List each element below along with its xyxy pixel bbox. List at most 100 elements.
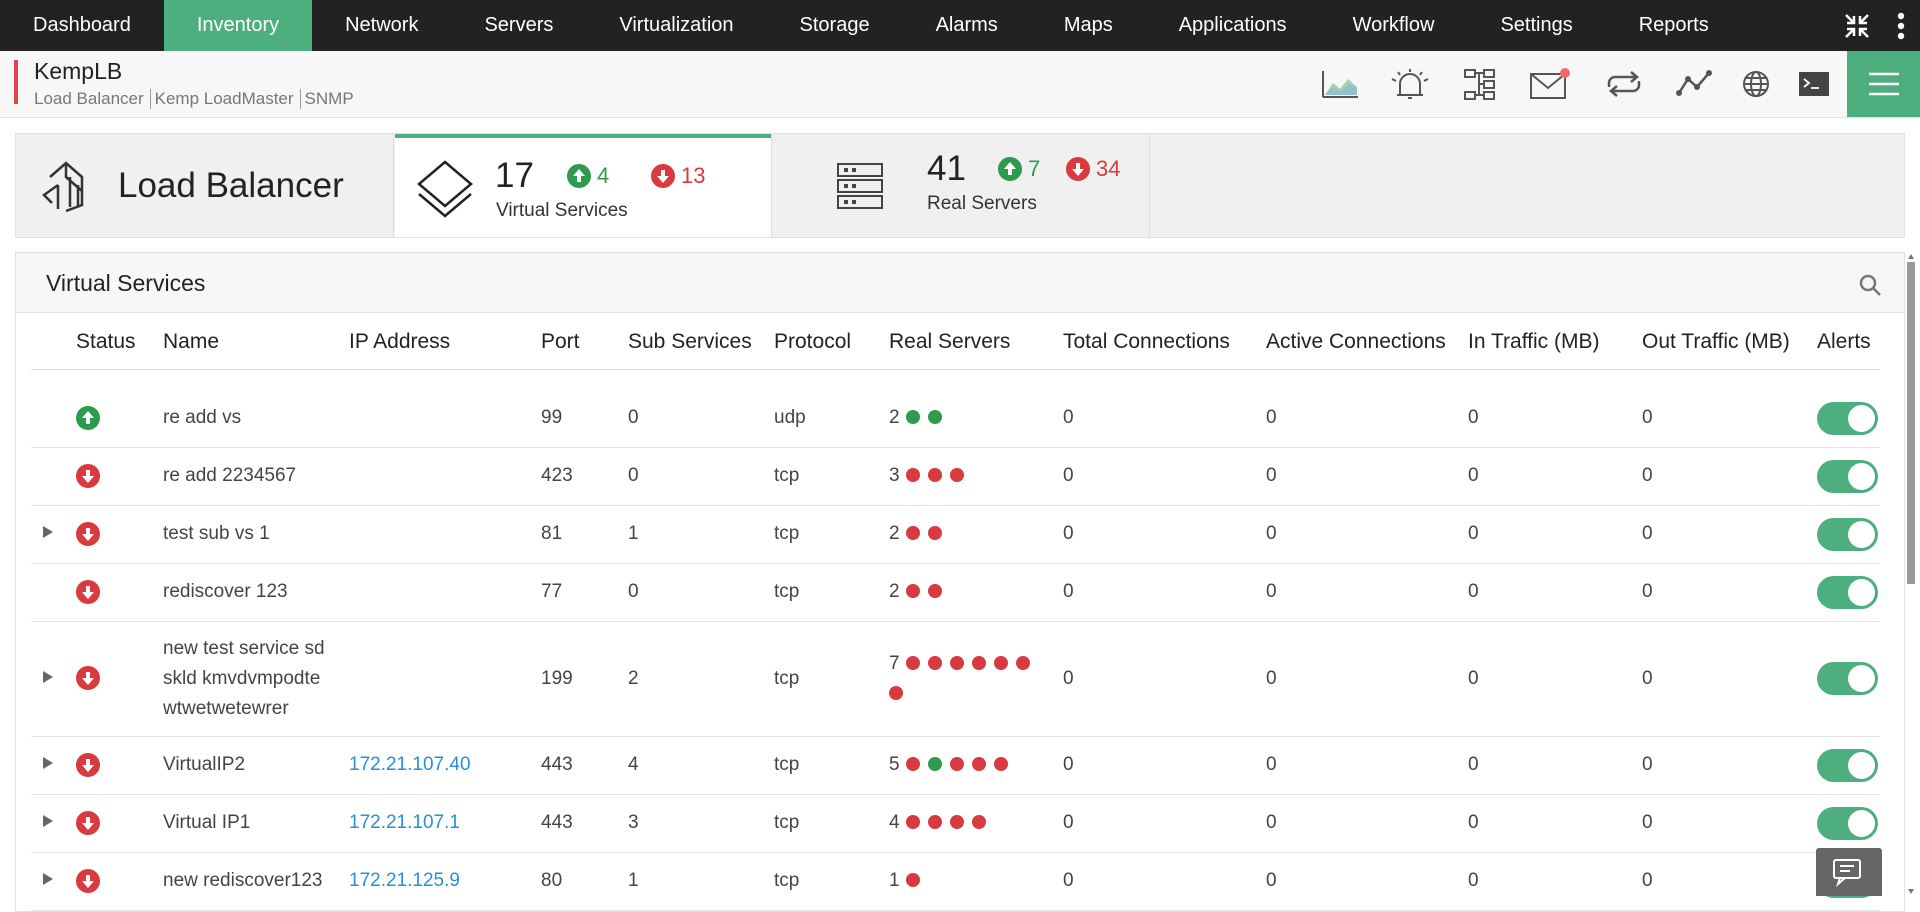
nav-item[interactable]: Settings [1500, 14, 1573, 36]
expand-arrow[interactable] [42, 525, 54, 539]
expand-cell[interactable] [31, 794, 76, 853]
trend-icon[interactable] [1675, 67, 1715, 101]
total-connections-cell: 0 [1063, 563, 1266, 622]
alert-toggle[interactable] [1817, 517, 1878, 551]
total-connections-cell: 0 [1063, 505, 1266, 564]
menu-button[interactable] [1847, 51, 1920, 117]
search-icon[interactable] [1858, 273, 1882, 297]
real-server-dot [1015, 655, 1030, 670]
real-servers-cell: 7 [889, 621, 1063, 737]
out-traffic-cell: 0 [1642, 794, 1817, 853]
device-name: KempLB [34, 58, 123, 84]
rs-down: 34 [1096, 156, 1121, 181]
real-server-dot [927, 757, 942, 771]
summary-card[interactable]: 17 4 13 Virtual Services [395, 134, 771, 237]
expand-arrow[interactable] [42, 670, 54, 684]
status-icon [76, 810, 100, 835]
ip-link[interactable]: 172.21.107.1 [349, 812, 460, 833]
nav-item[interactable]: Reports [1638, 14, 1709, 36]
nav-item[interactable]: Virtualization [619, 14, 734, 36]
real-server-dot [905, 584, 920, 598]
expand-cell[interactable] [31, 736, 76, 795]
expand-cell[interactable] [31, 621, 76, 737]
in-traffic-cell: 0 [1468, 794, 1642, 853]
total-connections-cell: 0 [1063, 852, 1266, 911]
real-server-dot [949, 815, 964, 829]
more-icon[interactable] [1894, 11, 1908, 41]
alert-toggle[interactable] [1817, 575, 1878, 609]
nav-item[interactable]: Alarms [935, 14, 998, 36]
nav-item[interactable]: Storage [799, 14, 870, 36]
nav-item[interactable]: Network [345, 14, 419, 36]
status-arrow [82, 585, 94, 599]
active-connections-cell: 0 [1266, 447, 1468, 506]
expand-cell[interactable] [31, 852, 76, 911]
real-server-dot [927, 410, 942, 424]
nav-item[interactable]: Inventory [163, 0, 313, 51]
collapse-icon[interactable] [1842, 11, 1872, 41]
column-header: Real Servers [889, 314, 1063, 370]
expand-cell [31, 447, 76, 506]
nav-item[interactable]: Servers [484, 14, 554, 36]
terminal-icon[interactable] [1797, 67, 1831, 101]
expand-arrow[interactable] [42, 872, 54, 886]
status-icon [76, 405, 100, 430]
summary-card[interactable]: 41 7 34 Real Servers [771, 134, 1150, 237]
column-header: Name [163, 314, 349, 370]
alert-toggle[interactable] [1817, 806, 1878, 840]
summary-bar: Load Balancer 17 4 13 Virtual Services 4… [15, 133, 1905, 238]
status-cell [76, 389, 163, 448]
expand-arrow[interactable] [42, 814, 54, 828]
protocol-cell: tcp [774, 736, 889, 795]
table-row: VirtualIP2 172.21.107.40 443 4 tcp 5 0 0 0 0 [31, 736, 1880, 795]
status-cell [76, 736, 163, 795]
globe-icon[interactable] [1740, 67, 1772, 101]
alert-toggle[interactable] [1817, 662, 1878, 695]
nav-item[interactable]: Applications [1178, 14, 1287, 36]
sub-services-cell: 4 [628, 736, 774, 795]
ip-cell [349, 563, 541, 622]
expand-arrow[interactable] [42, 756, 54, 770]
scrollbar[interactable] [1906, 252, 1916, 896]
arrow [42, 815, 53, 827]
alert-toggle[interactable] [1817, 748, 1878, 782]
in-traffic-cell: 0 [1468, 563, 1642, 622]
expand-cell[interactable] [31, 505, 76, 564]
sync-icon[interactable] [1603, 67, 1645, 101]
name-cell: re add vs [163, 389, 349, 448]
mail-icon[interactable] [1529, 67, 1571, 101]
ip-cell: 172.21.107.1 [349, 794, 541, 853]
alert-toggle[interactable] [1817, 401, 1878, 435]
table-body: re add vs 99 0 udp 2 0 0 0 0 re add 2234567 423 0 tc… [31, 370, 1880, 911]
alert-toggle[interactable] [1817, 459, 1878, 493]
ip-link[interactable]: 172.21.125.9 [349, 870, 460, 891]
table-row: new rediscover123 172.21.125.9 80 1 tcp 1 0 0 0 0 [31, 852, 1880, 911]
device-header: KempLB Load Balancer Kemp LoadMaster SNM… [0, 51, 1920, 118]
nav-item[interactable]: Workflow [1352, 14, 1435, 36]
arrow [42, 757, 53, 769]
nav-item[interactable]: Maps [1063, 14, 1113, 36]
chat-button[interactable] [1816, 848, 1882, 896]
total-connections-cell: 0 [1063, 794, 1266, 853]
graph-icon[interactable] [1320, 67, 1360, 101]
ip-link[interactable]: 172.21.107.40 [349, 754, 471, 775]
top-nav: Dashboard Inventory Network Servers Virtuali… [0, 0, 1920, 51]
alerts-cell [1817, 447, 1880, 506]
real-server-count: 1 [889, 870, 900, 891]
real-server-dot [905, 655, 920, 670]
nav-item[interactable]: Dashboard [33, 14, 131, 36]
status-arrow [82, 758, 94, 772]
out-traffic-cell: 0 [1642, 447, 1817, 506]
status-cell [76, 563, 163, 622]
real-server-dot [949, 655, 964, 670]
topology-icon[interactable] [1462, 67, 1498, 103]
status-arrow [82, 527, 94, 541]
real-server-count: 4 [889, 812, 900, 833]
protocol-cell: tcp [774, 621, 889, 737]
table-row: re add 2234567 423 0 tcp 3 0 0 0 0 [31, 447, 1880, 506]
nav-tools [1842, 0, 1920, 51]
table-row: Virtual IP1 172.21.107.1 443 3 tcp 4 0 0 0 0 [31, 794, 1880, 853]
alarm-icon[interactable] [1388, 67, 1432, 103]
summary-title: Load Balancer [118, 166, 344, 205]
real-server-dot [993, 757, 1008, 771]
